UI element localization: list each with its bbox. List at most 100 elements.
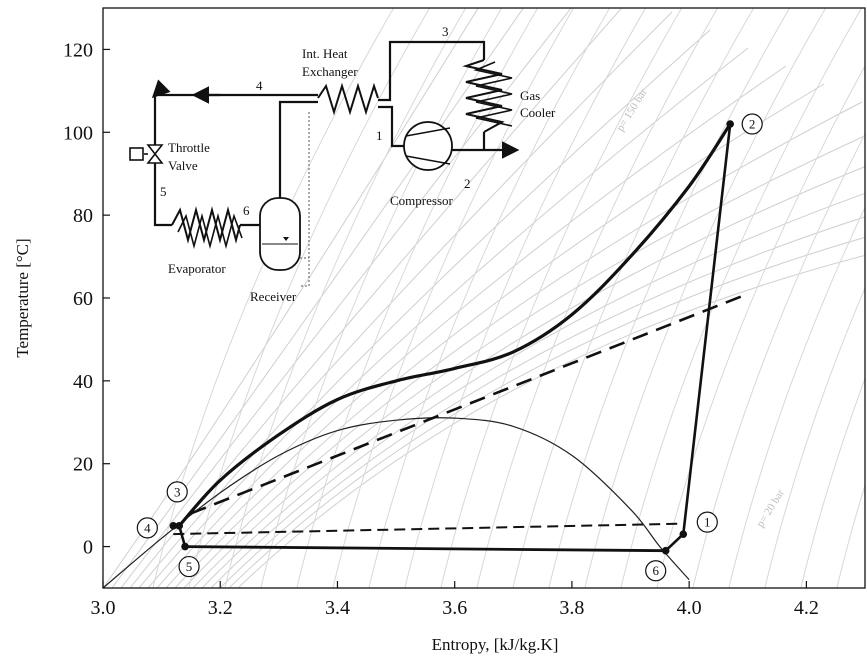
schematic-node-4: 4 — [256, 78, 263, 93]
isenthalp-line — [620, 8, 863, 588]
evaporator-label: Evaporator — [168, 261, 226, 276]
state-point-ring-5 — [178, 555, 200, 578]
isenthalp-line — [332, 8, 575, 588]
y-axis-title: Temperature [°C] — [13, 238, 32, 357]
state-point-label-2: 2 — [749, 117, 756, 132]
pipe-compressor-suction — [378, 105, 405, 148]
state-point-ring-1 — [696, 511, 718, 533]
throttle-label-line1: Throttle — [168, 140, 210, 155]
gas-cooler-label-line1: Gas — [520, 88, 540, 103]
throttle-label-line2: Valve — [168, 158, 198, 173]
pipe-receiver-to-ihx — [278, 100, 318, 198]
isenthalp-line — [296, 8, 539, 588]
state-point-label-3: 3 — [174, 484, 181, 499]
gas-cooler-label-line2: Cooler — [520, 105, 556, 120]
schematic-node-3: 3 — [442, 24, 449, 39]
isenthalp-line — [152, 8, 395, 588]
isenthalp-line — [548, 8, 791, 588]
dashed-line-lower — [173, 522, 678, 536]
dashed-line-upper — [190, 292, 749, 515]
throttle-valve — [129, 144, 164, 164]
isenthalp-line — [260, 8, 503, 588]
isobar-line — [237, 254, 865, 588]
isobar-line — [183, 101, 863, 588]
pipe-ihx-to-gascooler — [378, 40, 486, 102]
isobar-line — [219, 216, 865, 588]
x-tick-label: 4.2 — [794, 597, 819, 619]
schematic-node-5: 5 — [160, 184, 167, 199]
isobar-line — [228, 236, 865, 588]
state-point-2 — [726, 120, 734, 128]
y-tick-label: 0 — [83, 537, 93, 559]
pipe-line-5 — [153, 162, 172, 227]
cycle-evaporation-line — [185, 545, 666, 553]
isenthalp-line — [224, 8, 467, 588]
isobar-line — [156, 47, 749, 588]
isoline-grid — [103, 8, 865, 588]
ihx-coil — [317, 82, 379, 116]
state-point-label-5: 5 — [186, 559, 193, 574]
isobar-label-150: p= 150 bar — [614, 86, 650, 133]
receiver-label: Receiver — [250, 289, 297, 304]
ihx-label-line2: Exchanger — [302, 64, 358, 79]
cycle-compression-line — [682, 123, 732, 535]
compressor — [403, 121, 453, 171]
pipe-line-4 — [151, 79, 318, 145]
isobar-line — [103, 8, 479, 588]
ihx-label-line1: Int. Heat — [302, 46, 348, 61]
schematic-node-1: 1 — [376, 128, 383, 143]
isenthalp-line — [512, 8, 755, 588]
x-tick-label: 3.8 — [559, 597, 584, 619]
x-tick-label: 3.6 — [442, 597, 467, 619]
state-point-4 — [169, 522, 178, 530]
isenthalp-line — [188, 8, 431, 588]
state-point-ring-2 — [741, 113, 763, 135]
compressor-label: Compressor — [390, 193, 454, 208]
isobar-line — [147, 29, 711, 588]
y-tick-label: 80 — [73, 205, 93, 227]
state-point-ring-4 — [136, 517, 158, 539]
state-point-label-4: 4 — [144, 520, 151, 535]
state-point-1 — [679, 530, 688, 538]
x-tick-label: 3.0 — [91, 597, 116, 619]
y-tick-label: 60 — [73, 288, 93, 310]
isenthalp-line — [728, 206, 865, 588]
receiver — [259, 112, 310, 287]
isobar-line — [120, 8, 572, 588]
y-tick-label: 120 — [63, 39, 93, 61]
cycle-ihx-low-line — [664, 533, 685, 552]
evaporator-coil-2 — [177, 212, 243, 250]
state-point-ring-6 — [645, 560, 667, 582]
isobar-line — [210, 192, 865, 588]
isenthalp-line — [368, 8, 611, 588]
isobar-line — [192, 135, 865, 588]
isobar-line — [138, 11, 673, 588]
y-tick-label: 100 — [63, 122, 93, 144]
isenthalp-line — [836, 483, 865, 588]
saturation-dome — [103, 417, 690, 588]
gas-cooler-coil — [462, 59, 505, 133]
schematic-node-6: 6 — [243, 203, 250, 218]
y-tick-label: 20 — [73, 454, 93, 476]
state-point-label-6: 6 — [652, 563, 659, 578]
isenthalp-line — [584, 8, 827, 588]
isobar-line — [111, 8, 524, 588]
state-point-6 — [661, 546, 670, 555]
x-axis-title: Entropy, [kJ/kg.K] — [432, 635, 559, 654]
gas-cooler-coil-2 — [473, 61, 513, 127]
isenthalp-line — [476, 8, 719, 588]
x-tick-label: 3.4 — [325, 597, 350, 619]
isenthalp-line — [656, 64, 865, 588]
state-point-label-1: 1 — [704, 515, 711, 530]
state-point-5 — [181, 542, 189, 551]
x-tick-label: 3.2 — [208, 597, 233, 619]
isobar-line — [165, 65, 787, 588]
state-points: 1 2 3 4 5 6 — [136, 113, 763, 582]
isenthalp-line — [692, 132, 865, 588]
schematic-node-2: 2 — [464, 176, 471, 191]
x-tick-label: 4.0 — [677, 597, 702, 619]
cycle-schematic — [151, 40, 520, 227]
isenthalp-line — [404, 8, 647, 588]
isenthalp-line — [764, 286, 865, 588]
